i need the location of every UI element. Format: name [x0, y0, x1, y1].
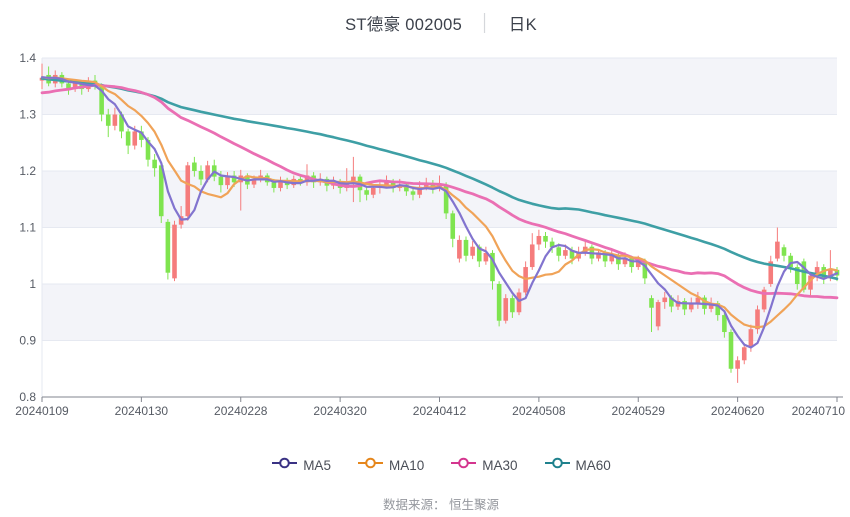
y-axis: 0.8 0.9 1 1.1 1.2 1.3 1.4 — [19, 51, 36, 404]
title-separator: │ — [480, 13, 491, 32]
y-axis-label: 1.4 — [19, 51, 36, 65]
legend-item-ma30[interactable]: MA30 — [450, 456, 518, 474]
ma10-legend-marker — [357, 456, 384, 474]
kline-chart: 20240109 20240130 20240228 20240320 20240412… — [15, 51, 846, 418]
ma30-line — [40, 83, 839, 300]
x-axis-label: 20240529 — [612, 404, 666, 418]
ma5-line — [40, 76, 839, 349]
x-axis-label: 20240508 — [512, 404, 566, 418]
y-axis-label: 0.8 — [19, 390, 36, 404]
legend-label: MA30 — [482, 457, 518, 473]
y-axis-label: 1.1 — [19, 221, 36, 235]
legend-item-ma60[interactable]: MA60 — [544, 456, 611, 474]
y-axis-label: 1.2 — [19, 164, 36, 178]
ma30-legend-marker — [450, 456, 477, 474]
y-axis-label: 1 — [29, 277, 36, 291]
legend-label: MA10 — [388, 457, 425, 473]
stock-name: ST德豪 002005 — [345, 16, 463, 34]
ma60-legend-marker — [544, 456, 571, 474]
x-axis-label: 20240320 — [313, 404, 367, 418]
y-axis-label: 1.3 — [19, 108, 36, 122]
legend-item-ma5[interactable]: MA5 — [271, 456, 331, 474]
ma60-line — [40, 77, 839, 281]
x-axis-label: 20240109 — [15, 404, 69, 418]
period-label: 日K — [508, 16, 537, 34]
x-axis-label: 20240412 — [413, 404, 467, 418]
legend-label: MA60 — [575, 457, 611, 473]
chart-title: ST德豪 002005 │ 日K — [0, 11, 850, 35]
data-source-note: 数据来源： 恒生聚源 — [383, 498, 499, 512]
x-axis: 20240109 20240130 20240228 20240320 20240412… — [15, 396, 846, 418]
x-axis-label: 20240620 — [711, 404, 765, 418]
legend-item-ma10[interactable]: MA10 — [357, 456, 424, 474]
x-axis-label: 20240228 — [214, 404, 268, 418]
x-axis-label: 20240710 — [792, 404, 846, 418]
x-axis-label: 20240130 — [115, 404, 169, 418]
chart-legend: MA5 MA10 MA30 MA60 — [0, 456, 850, 474]
y-axis-label: 0.9 — [19, 334, 36, 348]
ma5-legend-marker — [271, 456, 298, 474]
legend-label: MA5 — [303, 457, 331, 473]
